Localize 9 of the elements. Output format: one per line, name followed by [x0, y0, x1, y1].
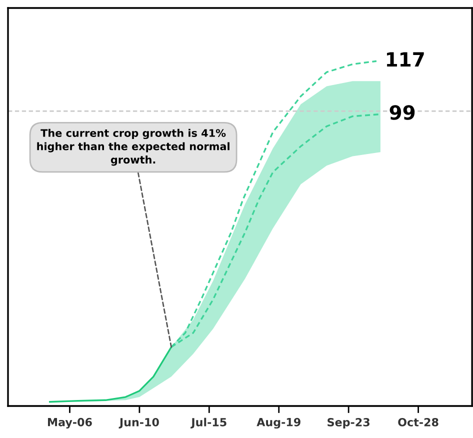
- annotation: The current crop growth is 41% higher than the expected normal growth.: [37, 128, 230, 166]
- x-tick-label: Oct-28: [398, 418, 438, 426]
- x-tick-label: Aug-19: [256, 418, 300, 429]
- x-tick-label: Sep-23: [328, 418, 370, 429]
- x-tick-label: Jul-15: [190, 418, 226, 428]
- x-tick-label: Jun-10: [118, 418, 159, 428]
- x-tick-label: May-06: [48, 418, 92, 429]
- annotation: 99: [390, 105, 415, 120]
- annotation: 117: [386, 52, 424, 66]
